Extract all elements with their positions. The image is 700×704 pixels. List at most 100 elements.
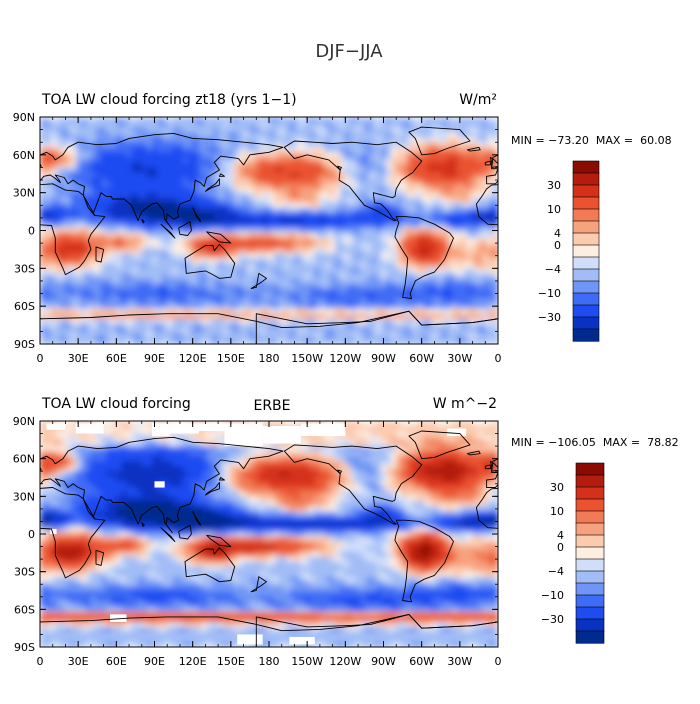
field-cell xyxy=(356,157,362,163)
field-cell xyxy=(366,456,372,462)
field-cell xyxy=(40,334,46,340)
field-cell xyxy=(121,294,127,300)
field-cell xyxy=(356,213,362,219)
field-cell xyxy=(40,193,46,199)
field-cell xyxy=(233,268,239,274)
panel-units: W m^−2 xyxy=(433,396,497,412)
field-cell xyxy=(142,122,148,128)
field-cell xyxy=(340,309,346,315)
colorbar-swatch xyxy=(573,161,599,173)
field-cell xyxy=(406,183,412,189)
field-cell xyxy=(269,122,275,128)
field-cell xyxy=(386,263,392,269)
field-cell xyxy=(467,304,473,310)
field-cell xyxy=(91,436,97,442)
field-cell xyxy=(162,456,168,462)
field-cell xyxy=(259,223,265,229)
field-cell xyxy=(406,278,412,284)
field-cell xyxy=(213,213,219,219)
field-cell xyxy=(208,436,214,442)
field-cell xyxy=(213,147,219,153)
field-cell xyxy=(473,334,479,340)
field-cell xyxy=(371,228,377,234)
field-cell xyxy=(269,421,275,427)
field-cell xyxy=(442,299,448,305)
field-cell xyxy=(386,253,392,259)
field-cell xyxy=(442,263,448,269)
field-cell xyxy=(361,238,367,244)
field-cell xyxy=(106,137,112,143)
field-cell xyxy=(167,268,173,274)
field-cell xyxy=(305,147,311,153)
field-cell xyxy=(177,152,183,158)
field-cell xyxy=(300,314,306,320)
field-cell xyxy=(193,172,199,178)
field-cell xyxy=(167,263,173,269)
field-cell xyxy=(417,193,423,199)
field-cell xyxy=(330,228,336,234)
field-cell xyxy=(396,431,402,437)
field-cell xyxy=(152,167,158,173)
field-cell xyxy=(473,426,479,432)
field-cell xyxy=(65,436,71,442)
field-cell xyxy=(381,178,387,184)
field-cell xyxy=(132,223,138,229)
field-cell xyxy=(305,208,311,214)
field-cell xyxy=(71,152,77,158)
field-cell xyxy=(65,127,71,133)
field-cell xyxy=(478,167,484,173)
field-cell xyxy=(356,436,362,442)
field-cell xyxy=(371,167,377,173)
field-cell xyxy=(238,446,244,452)
field-cell xyxy=(432,309,438,315)
field-cell xyxy=(172,167,178,173)
field-cell xyxy=(218,198,224,204)
field-cell xyxy=(121,299,127,305)
field-cell xyxy=(213,152,219,158)
field-cell xyxy=(152,142,158,148)
field-cell xyxy=(452,451,458,457)
field-cell xyxy=(406,223,412,229)
field-cell xyxy=(447,122,453,128)
field-cell xyxy=(238,299,244,305)
field-cell xyxy=(198,167,204,173)
field-cell xyxy=(279,183,285,189)
field-cell xyxy=(406,273,412,279)
colorbar-swatch xyxy=(573,185,599,197)
field-cell xyxy=(177,314,183,320)
field-cell xyxy=(65,243,71,249)
field-cell xyxy=(76,309,82,315)
field-cell xyxy=(488,283,494,289)
field-cell xyxy=(432,273,438,279)
field-cell xyxy=(218,117,224,123)
field-cell xyxy=(127,334,133,340)
field-cell xyxy=(294,304,300,310)
field-cell xyxy=(320,304,326,310)
field-cell xyxy=(417,132,423,138)
field-cell xyxy=(127,178,133,184)
field-cell xyxy=(254,451,260,457)
field-cell xyxy=(345,456,351,462)
field-cell xyxy=(81,253,87,259)
field-cell xyxy=(188,324,194,330)
field-cell xyxy=(213,329,219,335)
field-cell xyxy=(320,294,326,300)
field-cell xyxy=(411,329,417,335)
field-cell xyxy=(386,309,392,315)
field-cell xyxy=(432,157,438,163)
field-cell xyxy=(401,426,407,432)
field-cell xyxy=(218,122,224,128)
field-cell xyxy=(198,117,204,123)
field-cell xyxy=(218,238,224,244)
field-cell xyxy=(50,258,56,264)
field-cell xyxy=(386,137,392,143)
field-cell xyxy=(315,263,321,269)
field-cell xyxy=(386,152,392,158)
field-cell xyxy=(320,278,326,284)
field-cell xyxy=(106,152,112,158)
field-cell xyxy=(406,167,412,173)
field-cell xyxy=(182,157,188,163)
field-cell xyxy=(233,223,239,229)
field-cell xyxy=(330,188,336,194)
field-cell xyxy=(254,223,260,229)
